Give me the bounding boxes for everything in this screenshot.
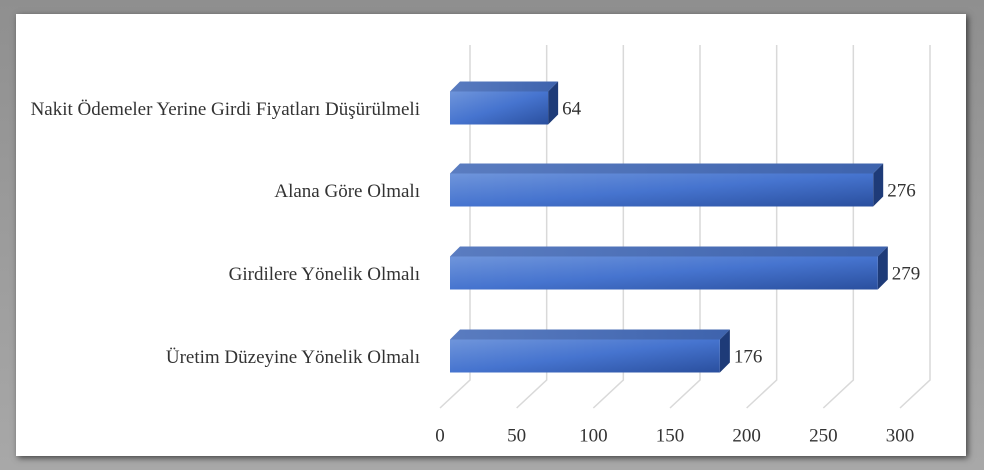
x-tick-label: 250	[809, 425, 838, 446]
grid-line	[669, 45, 701, 409]
x-tick-label: 300	[886, 425, 915, 446]
bar	[450, 81, 559, 125]
bar	[450, 329, 730, 373]
x-tick-label: 50	[507, 425, 526, 446]
value-label: 279	[892, 263, 921, 284]
value-label: 276	[887, 180, 916, 201]
y-tick-label: Nakit Ödemeler Yerine Girdi Fiyatları Dü…	[30, 99, 420, 120]
x-tick-label: 200	[732, 425, 761, 446]
grid-line	[516, 45, 548, 409]
grid-line	[822, 45, 855, 409]
value-label: 64	[562, 98, 582, 119]
grid-line	[439, 45, 471, 409]
grid-line	[746, 45, 778, 409]
x-tick-label: 150	[656, 425, 685, 446]
y-tick-label: Üretim Düzeyine Yönelik Olmalı	[165, 347, 420, 368]
grid-line	[592, 45, 625, 409]
x-tick-label: 100	[579, 425, 608, 446]
y-tick-label: Alana Göre Olmalı	[274, 181, 420, 202]
x-tick-label: 0	[435, 425, 445, 446]
value-label: 176	[734, 346, 763, 367]
y-tick-label: Girdilere Yönelik Olmalı	[228, 264, 420, 285]
grid-line	[899, 45, 931, 409]
bar	[450, 246, 888, 290]
bar	[450, 163, 884, 207]
